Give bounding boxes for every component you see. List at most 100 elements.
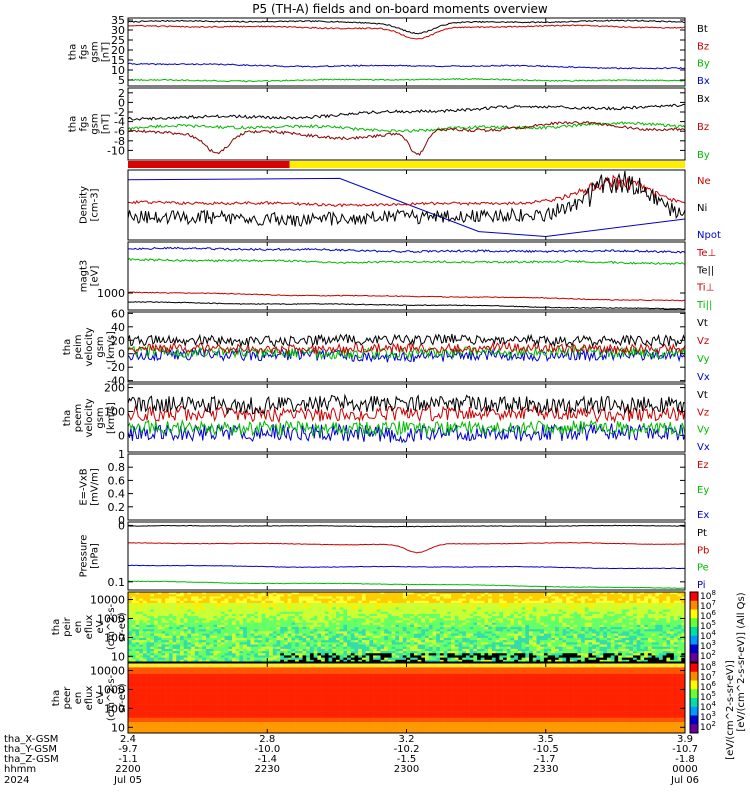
spectrogram-cell [514, 616, 518, 618]
legend-label-Bz: Bz [697, 122, 709, 133]
spectrogram-cell [626, 642, 630, 644]
spectrogram-cell [514, 594, 518, 596]
spectrogram-cell [329, 636, 333, 638]
spectrogram-cell [577, 647, 581, 649]
spectrogram-cell [132, 607, 136, 609]
spectrogram-cell [288, 653, 292, 655]
spectrogram-cell [455, 610, 459, 612]
spectrogram-cell [425, 616, 429, 618]
spectrogram-cell [633, 610, 637, 612]
spectrogram-cell [143, 612, 147, 614]
spectrogram-cell [648, 658, 652, 660]
spectrogram-cell [473, 642, 477, 644]
spectrogram-cell [173, 634, 177, 636]
spectrogram-cell [407, 605, 411, 607]
spectrogram-cell [510, 658, 514, 660]
spectrogram-cell [510, 636, 514, 638]
spectrogram-cell [358, 618, 362, 620]
spectrogram-cell [347, 649, 351, 651]
spectrogram-cell [128, 647, 132, 649]
spectrogram-cell [499, 603, 503, 605]
spectrogram-cell [336, 601, 340, 603]
spectrogram-cell [544, 601, 548, 603]
spectrogram-cell [206, 610, 210, 612]
spectrogram-cell [199, 658, 203, 660]
spectrogram-cell [366, 625, 370, 627]
spectrogram-cell [425, 645, 429, 647]
spectrogram-cell [232, 625, 236, 627]
spectrogram-cell [525, 616, 529, 618]
spectrogram-cell [173, 649, 177, 651]
spectrogram-cell [213, 620, 217, 622]
spectrogram-cell [607, 653, 611, 655]
spectrogram-cell [514, 607, 518, 609]
spectrogram-cell [637, 631, 641, 633]
spectrogram-cell [514, 640, 518, 642]
spectrogram-cell [329, 610, 333, 612]
spectrogram-cell [291, 607, 295, 609]
y-axis-label: [nT] [101, 114, 112, 134]
spectrogram-cell [574, 618, 578, 620]
spectrogram-cell [299, 610, 303, 612]
spectrogram-cell [273, 631, 277, 633]
spectrogram-cell [191, 649, 195, 651]
spectrogram-cell [562, 651, 566, 653]
spectrogram-cell [562, 625, 566, 627]
spectrogram-cell [247, 627, 251, 629]
spectrogram-cell [239, 605, 243, 607]
spectrogram-cell [670, 658, 674, 660]
spectrogram-cell [629, 623, 633, 625]
spectrogram-cell [403, 638, 407, 640]
spectrogram-cell [154, 627, 158, 629]
spectrogram-cell [180, 616, 184, 618]
spectrogram-cell [381, 623, 385, 625]
spectrogram-cell [492, 629, 496, 631]
spectrogram-cell [458, 636, 462, 638]
spectrogram-cell [585, 649, 589, 651]
spectrogram-cell [310, 647, 314, 649]
spectrogram-cell [577, 645, 581, 647]
spectrogram-cell [529, 596, 533, 598]
spectrogram-cell [347, 616, 351, 618]
spectrogram-cell [169, 640, 173, 642]
spectrogram-cell [247, 629, 251, 631]
spectrogram-cell [269, 603, 273, 605]
spectrogram-cell [239, 618, 243, 620]
spectrogram-cell [447, 647, 451, 649]
spectrogram-cell [666, 653, 670, 655]
spectrogram-cell [518, 631, 522, 633]
spectrogram-cell [184, 651, 188, 653]
spectrogram-cell [265, 614, 269, 616]
spectrogram-cell [603, 627, 607, 629]
spectrogram-cell [432, 607, 436, 609]
spectrogram-cell [451, 629, 455, 631]
spectrogram-cell [355, 596, 359, 598]
spectrogram-cell [611, 640, 615, 642]
spectrogram-cell [540, 612, 544, 614]
spectrogram-cell [269, 618, 273, 620]
spectrogram-cell [429, 645, 433, 647]
spectrogram-cell [640, 629, 644, 631]
spectrogram-cell [147, 623, 151, 625]
spectrogram-cell [366, 629, 370, 631]
spectrogram-cell [384, 653, 388, 655]
spectrogram-cell [221, 655, 225, 657]
spectrogram-cell [239, 647, 243, 649]
y-tick-label: 0.4 [108, 488, 126, 501]
y-axis-label: peem [73, 404, 84, 432]
spectrogram-cell [607, 607, 611, 609]
spectrogram-cell [243, 640, 247, 642]
legend-label-Te: Te⊥ [696, 248, 716, 259]
spectrogram-cell [154, 594, 158, 596]
spectrogram-cell [269, 610, 273, 612]
spectrogram-cell [277, 607, 281, 609]
spectrogram-cell [210, 607, 214, 609]
spectrogram-cell [484, 647, 488, 649]
spectrogram-cell [410, 607, 414, 609]
spectrogram-cell [184, 610, 188, 612]
spectrogram-cell [640, 642, 644, 644]
spectrogram-cell [551, 625, 555, 627]
spectrogram-cell [254, 605, 258, 607]
spectrogram-cell [280, 616, 284, 618]
spectrogram-cell [258, 610, 262, 612]
